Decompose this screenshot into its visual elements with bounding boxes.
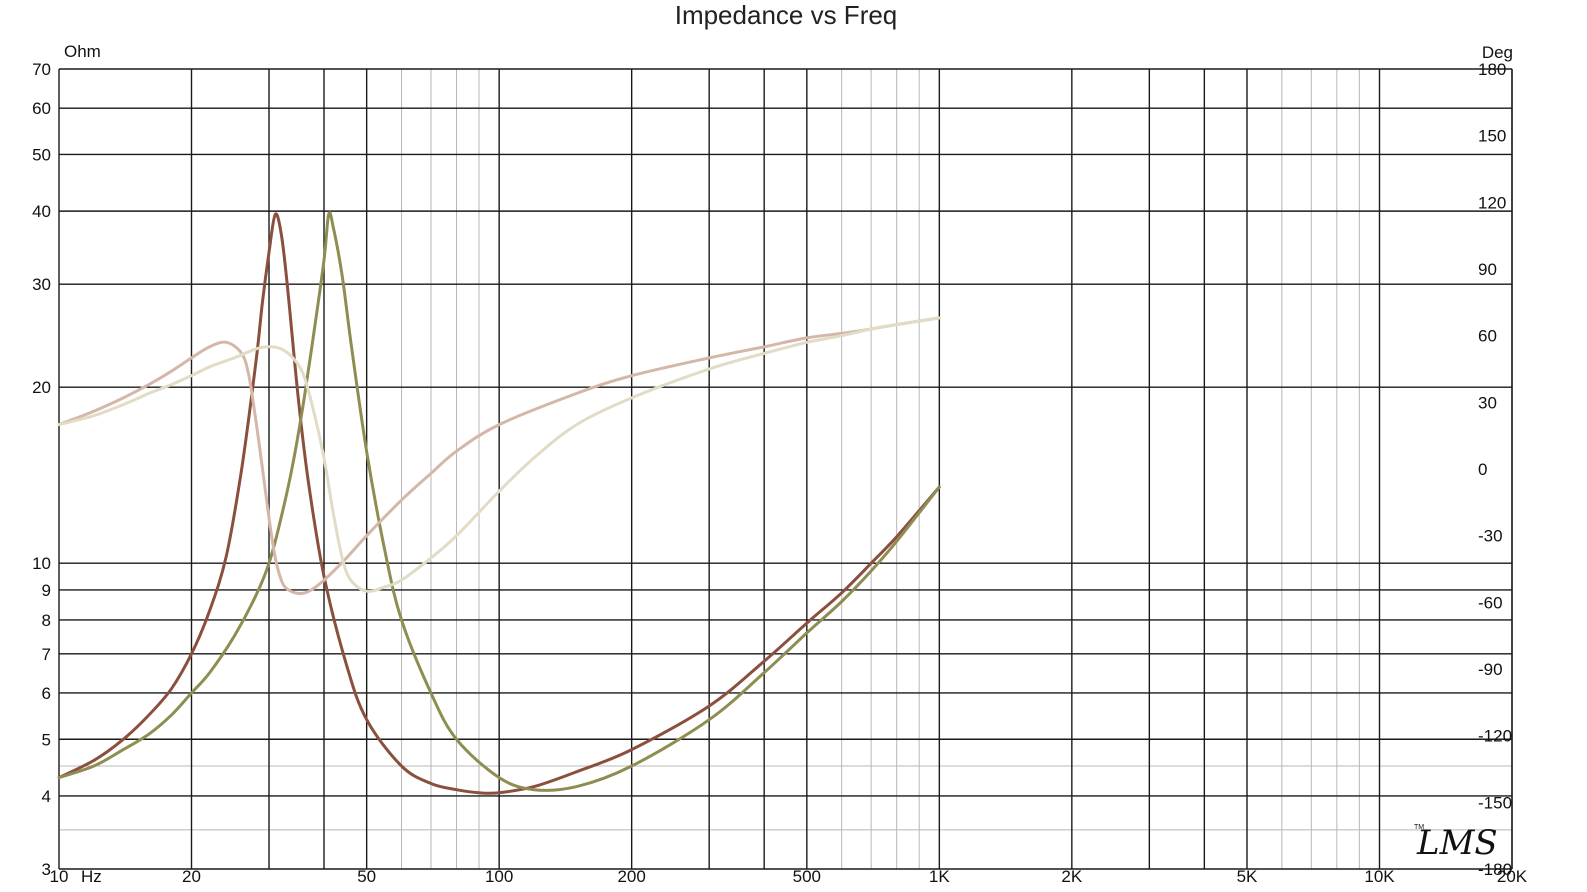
impedance-curves bbox=[57, 211, 941, 795]
y-tick-label: 9 bbox=[42, 581, 51, 600]
x-tick-label: 100 bbox=[485, 867, 513, 886]
y-tick-label: 40 bbox=[32, 202, 51, 221]
y-tick-label: 30 bbox=[32, 275, 51, 294]
y2-tick-label: -60 bbox=[1478, 593, 1503, 612]
y2-tick-label: 180 bbox=[1478, 60, 1506, 79]
x-tick-label: 10 bbox=[50, 867, 69, 886]
phase-curve-3 bbox=[57, 316, 941, 593]
y2-tick-label: -180 bbox=[1478, 860, 1512, 879]
y2-tick-label: 90 bbox=[1478, 260, 1497, 279]
y-tick-label: 60 bbox=[32, 99, 51, 118]
x-tick-label: 10K bbox=[1364, 867, 1395, 886]
major-gridlines bbox=[58, 68, 1513, 870]
x-tick-label: 50 bbox=[357, 867, 376, 886]
lms-logo: LMS TM bbox=[1414, 823, 1498, 863]
y-tick-label: 3 bbox=[42, 860, 51, 879]
y2-tick-label: 150 bbox=[1478, 127, 1506, 146]
right-axis-unit: Deg bbox=[1482, 43, 1513, 62]
y-tick-label: 10 bbox=[32, 554, 51, 573]
x-tick-label: 5K bbox=[1237, 867, 1258, 886]
x-tick-label: 200 bbox=[617, 867, 645, 886]
y-tick-label: 7 bbox=[42, 645, 51, 664]
y-tick-label: 20 bbox=[32, 378, 51, 397]
tick-labels: 10 20 50 100 200 500 1K 2K 5K 10K 20K3456789102030… bbox=[32, 60, 1528, 886]
y-tick-label: 70 bbox=[32, 60, 51, 79]
phase-curve-2 bbox=[57, 316, 941, 596]
y2-tick-label: 0 bbox=[1478, 460, 1487, 479]
x-tick-label: 500 bbox=[793, 867, 821, 886]
x-axis-unit: Hz bbox=[81, 867, 102, 886]
y-tick-label: 50 bbox=[32, 145, 51, 164]
x-tick-label: 1K bbox=[929, 867, 950, 886]
logo-text: LMS bbox=[1416, 823, 1498, 863]
impedance-curve-1 bbox=[57, 211, 941, 792]
y2-tick-label: -90 bbox=[1478, 660, 1503, 679]
y2-tick-label: 30 bbox=[1478, 393, 1497, 412]
y-tick-label: 6 bbox=[42, 684, 51, 703]
x-tick-label: 2K bbox=[1061, 867, 1082, 886]
left-axis-unit: Ohm bbox=[64, 42, 101, 61]
y2-tick-label: -150 bbox=[1478, 793, 1512, 812]
x-tick-label: 20K bbox=[1497, 867, 1528, 886]
impedance-curve-0 bbox=[57, 212, 941, 795]
y2-tick-label: -120 bbox=[1478, 727, 1512, 746]
y2-tick-label: 120 bbox=[1478, 193, 1506, 212]
y-tick-label: 5 bbox=[42, 730, 51, 749]
y2-tick-label: 60 bbox=[1478, 327, 1497, 346]
logo-trademark: TM bbox=[1414, 824, 1424, 831]
y2-tick-label: -30 bbox=[1478, 527, 1503, 546]
x-tick-label: 20 bbox=[182, 867, 201, 886]
minor-gridlines bbox=[59, 69, 1512, 869]
chart-title: Impedance vs Freq bbox=[675, 0, 898, 30]
y-tick-label: 8 bbox=[42, 611, 51, 630]
y-tick-label: 4 bbox=[42, 787, 51, 806]
